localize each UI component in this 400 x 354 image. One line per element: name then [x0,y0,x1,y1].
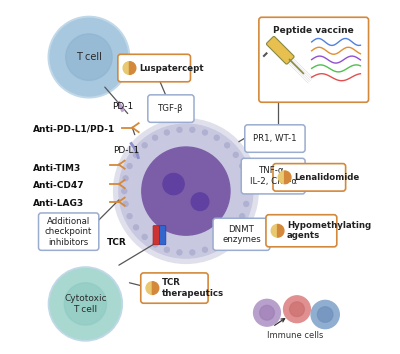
Wedge shape [271,224,278,237]
Circle shape [48,16,130,98]
Circle shape [50,269,121,339]
Bar [152,285,153,292]
FancyBboxPatch shape [241,158,305,194]
Text: TNF-α,
IL-2, CK1-α: TNF-α, IL-2, CK1-α [250,166,297,186]
Wedge shape [130,62,136,74]
FancyBboxPatch shape [153,225,160,245]
Circle shape [127,214,132,219]
Text: Anti-PD-L1/PD-1: Anti-PD-L1/PD-1 [32,125,115,134]
Circle shape [134,225,138,230]
Text: PR1, WT-1: PR1, WT-1 [253,134,297,143]
FancyBboxPatch shape [245,125,305,152]
Circle shape [318,307,333,322]
Circle shape [153,242,158,247]
Text: Anti-LAG3: Anti-LAG3 [32,199,84,208]
Circle shape [190,250,195,255]
FancyBboxPatch shape [273,164,346,191]
Text: Hypomethylating
agents: Hypomethylating agents [287,221,371,240]
Circle shape [119,124,253,258]
Circle shape [163,173,184,195]
Bar [284,174,285,181]
Text: Anti-TIM3: Anti-TIM3 [32,164,81,173]
Circle shape [214,242,219,247]
FancyBboxPatch shape [141,273,208,303]
Circle shape [123,201,128,206]
Circle shape [164,130,169,135]
Circle shape [50,18,128,96]
Circle shape [202,247,208,252]
Wedge shape [285,171,291,184]
Text: T cell: T cell [76,52,102,62]
Wedge shape [152,282,159,295]
Circle shape [284,296,310,322]
FancyBboxPatch shape [266,36,294,64]
Text: Cytotoxic
T cell: Cytotoxic T cell [64,294,107,314]
Circle shape [153,135,158,140]
Circle shape [190,127,195,132]
Circle shape [142,234,147,239]
FancyBboxPatch shape [266,215,337,247]
Circle shape [244,176,249,181]
FancyBboxPatch shape [148,95,194,122]
Text: TCR: TCR [106,238,126,247]
Bar [129,64,130,72]
Circle shape [127,164,132,169]
Circle shape [254,299,280,326]
Text: Additional
checkpoint
inhibitors: Additional checkpoint inhibitors [45,217,92,246]
Circle shape [114,119,258,263]
Text: Anti-CD47: Anti-CD47 [32,181,84,190]
Circle shape [177,250,182,255]
Circle shape [142,147,230,235]
Text: DNMT
enzymes: DNMT enzymes [222,224,261,244]
Text: Lenalidomide: Lenalidomide [294,173,359,182]
FancyBboxPatch shape [259,17,368,102]
Text: TCR
therapeutics: TCR therapeutics [162,278,224,298]
Circle shape [122,189,127,194]
Wedge shape [123,62,130,74]
Circle shape [48,267,122,341]
Circle shape [177,127,182,132]
Text: TGF-β: TGF-β [158,104,184,113]
Circle shape [134,153,138,157]
Circle shape [240,164,245,169]
Wedge shape [278,171,285,184]
FancyBboxPatch shape [213,218,270,250]
Circle shape [64,283,106,325]
Text: PD-L1: PD-L1 [114,146,140,155]
Bar [277,227,278,234]
Text: PD-1: PD-1 [112,102,133,111]
FancyBboxPatch shape [160,225,166,245]
Circle shape [214,135,219,140]
Circle shape [66,34,112,80]
Circle shape [290,302,304,316]
Circle shape [225,143,230,148]
Circle shape [311,301,339,329]
Circle shape [142,143,147,148]
Circle shape [202,130,208,135]
Text: Immune cells: Immune cells [267,331,323,340]
Circle shape [245,189,250,194]
Text: Luspatercept: Luspatercept [139,64,204,73]
Circle shape [233,153,238,157]
Wedge shape [146,282,152,295]
FancyBboxPatch shape [38,213,99,250]
Circle shape [164,247,169,252]
Circle shape [244,201,249,206]
Wedge shape [278,224,284,237]
Circle shape [191,193,209,211]
Circle shape [123,176,128,181]
Circle shape [225,234,230,239]
Circle shape [240,214,245,219]
Circle shape [260,306,274,320]
FancyBboxPatch shape [118,54,190,82]
Text: Peptide vaccine: Peptide vaccine [273,27,354,35]
Circle shape [233,225,238,230]
